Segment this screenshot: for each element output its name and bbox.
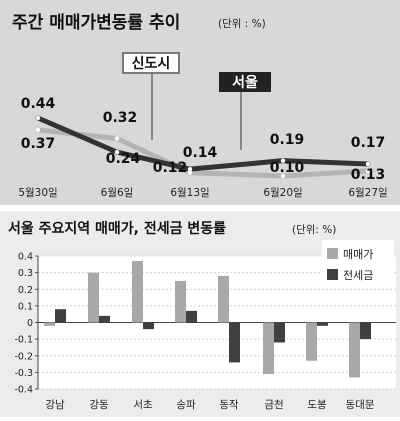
bar-매매가 [132, 260, 143, 323]
x-tick-label: 동작 [219, 399, 239, 411]
bar-매매가 [88, 272, 99, 323]
data-label-sindo: 0.37 [21, 136, 56, 152]
bar-전세금 [317, 322, 328, 326]
legend-box-seoul [219, 72, 271, 92]
bar-전세금 [143, 322, 154, 330]
bar-전세금 [55, 309, 66, 323]
x-tick-label: 동대문 [346, 399, 375, 411]
data-point [114, 149, 120, 155]
bar-전세금 [229, 322, 240, 363]
legend-label-sindo: 신도시 [132, 56, 171, 72]
bar-전세금 [360, 322, 371, 340]
legend-label: 매매가 [343, 248, 373, 261]
x-tick-label: 송파 [176, 399, 196, 411]
data-label-sindo: 0.13 [351, 167, 386, 183]
y-tick-label: -0.4 [14, 385, 33, 396]
top-chart-title: 주간 매매가변동률 추이 [12, 13, 180, 33]
bottom-chart-unit: (단위: %) [292, 223, 336, 236]
bar-전세금 [186, 310, 197, 323]
bar-매매가 [263, 322, 274, 375]
x-tick-label: 6월27일 [348, 186, 387, 199]
data-point [365, 168, 371, 174]
x-tick-label: 강동 [89, 399, 109, 411]
y-tick-label: 0.3 [18, 268, 33, 279]
top-line-plot: 5월30일 6월6일 6월13일 6월20일 6월27일 0.44 0.24 0.14 0.19… [18, 52, 388, 199]
x-tick-label: 금천 [264, 399, 283, 411]
bottom-bar-plot: 0.4 0.3 0.2 0.1 0 -0.1 -0.2 -0.3 -0.4 강남 강동 서초 송파 동작 금… [14, 240, 396, 411]
data-point [187, 170, 193, 175]
legend-box-sindo [122, 52, 180, 74]
data-point [365, 161, 371, 167]
data-label-sindo: 0.32 [103, 110, 138, 126]
data-label-seoul: 0.19 [270, 132, 305, 148]
bottom-chart-title: 서울 주요지역 매매가, 전세금 변동률 [8, 220, 226, 237]
data-label-sindo: 0.12 [153, 160, 188, 176]
legend-swatch [327, 269, 338, 280]
bar-전세금 [274, 322, 285, 343]
legend-swatch [327, 248, 338, 259]
bar-매매가 [44, 322, 55, 326]
y-tick-label: -0.2 [14, 351, 33, 362]
x-tick-label: 서초 [133, 399, 153, 411]
bar-매매가 [306, 322, 317, 361]
legend-label: 전세금 [343, 269, 373, 282]
bar-매매가 [349, 322, 360, 378]
x-tick-label: 도봉 [307, 399, 327, 411]
data-point [35, 127, 41, 133]
y-tick-label: -0.3 [14, 368, 33, 379]
bar-매매가 [175, 280, 186, 323]
data-label-seoul: 0.17 [351, 135, 386, 151]
data-label-sindo: 0.10 [270, 160, 305, 176]
data-point [280, 173, 286, 179]
x-tick-label: 강남 [45, 399, 65, 411]
top-chart-unit: (단위 : %) [218, 17, 266, 30]
data-point [187, 166, 193, 172]
data-label-seoul: 0.44 [21, 96, 56, 112]
x-tick-label: 6월13일 [170, 186, 209, 199]
x-tick-label: 5월30일 [18, 186, 57, 199]
y-tick-label: 0.1 [18, 301, 33, 312]
x-tick-label: 6월6일 [101, 186, 134, 199]
y-tick-label: 0 [27, 318, 33, 329]
y-tick-label: 0.2 [18, 285, 33, 296]
bar-매매가 [218, 275, 229, 323]
y-tick-label: 0.4 [18, 252, 33, 263]
legend-label-seoul: 서울 [232, 74, 258, 91]
data-point [35, 115, 41, 121]
data-label-seoul: 0.24 [106, 151, 141, 167]
panel-divider [0, 205, 400, 211]
y-tick-label: -0.1 [14, 335, 33, 346]
data-point [280, 158, 286, 163]
x-tick-label: 6월20일 [263, 186, 302, 199]
data-label-seoul: 0.14 [183, 145, 218, 161]
data-point [114, 136, 120, 141]
bar-전세금 [99, 315, 110, 323]
